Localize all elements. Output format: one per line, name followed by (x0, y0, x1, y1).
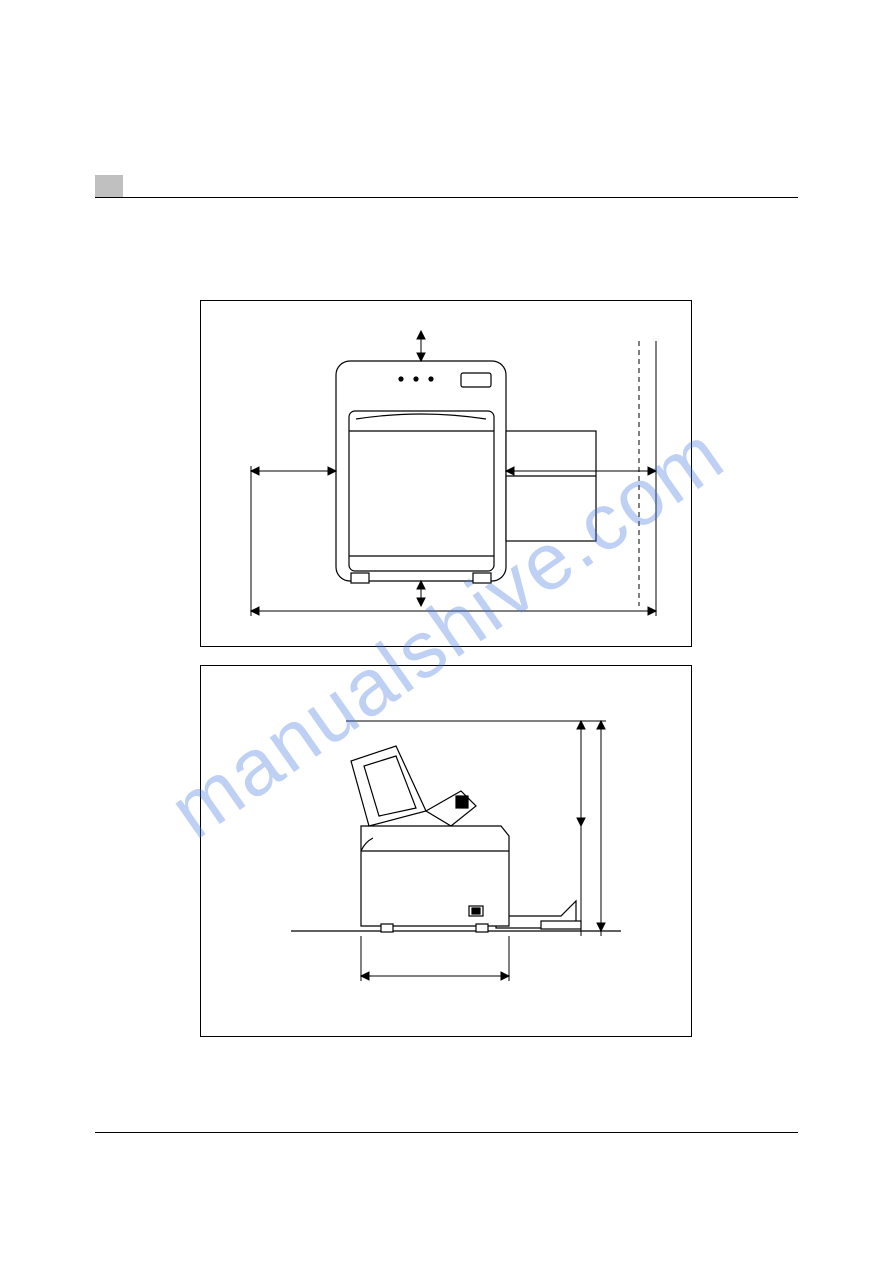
dimension-arrow-overall-width (251, 607, 656, 615)
dimension-arrow-depth (361, 972, 509, 980)
side-view-diagram (200, 665, 692, 1037)
page: manualshive.com (0, 0, 893, 1263)
dimension-arrow-full-height (597, 721, 605, 931)
header-rule (95, 197, 798, 198)
dimension-arrow-body-height (577, 721, 585, 826)
footer-rule (95, 1132, 798, 1133)
top-view-svg (201, 301, 691, 646)
side-view-svg (201, 666, 691, 1036)
dimension-arrow-bottom-clearance (417, 581, 425, 606)
dimension-arrow-top (417, 331, 425, 361)
header-accent-bar (95, 175, 123, 197)
dimension-arrow-left (251, 467, 336, 475)
top-view-diagram (200, 300, 692, 647)
